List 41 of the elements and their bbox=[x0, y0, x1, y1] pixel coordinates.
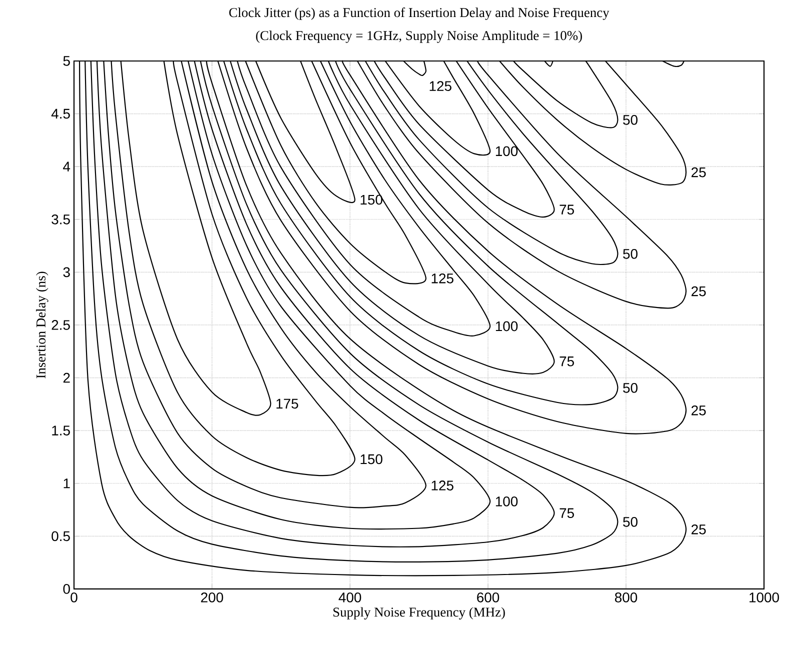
x-tick-label: 0 bbox=[70, 592, 78, 602]
y-tick-label: 2.5 bbox=[52, 320, 70, 330]
annotation: 75 bbox=[560, 204, 574, 215]
x-tick-label: 800 bbox=[614, 592, 638, 602]
annotation: 50 bbox=[623, 114, 638, 125]
x-tick-label: 1000 bbox=[750, 592, 779, 602]
y-axis-title: Insertion Delay (ns) bbox=[36, 272, 48, 378]
annotation: 125 bbox=[432, 480, 454, 490]
x-tick-label: 200 bbox=[201, 592, 224, 602]
annotation: 75 bbox=[560, 356, 574, 366]
y-tick-label: 4 bbox=[63, 162, 70, 172]
annotation: 25 bbox=[692, 405, 706, 416]
y-tick-label: 5 bbox=[63, 56, 70, 66]
annotation: 50 bbox=[623, 516, 638, 527]
annotation: 100 bbox=[496, 146, 518, 156]
annotation: 125 bbox=[430, 81, 452, 92]
y-tick-label: 0.5 bbox=[52, 531, 70, 542]
annotation: 150 bbox=[360, 454, 382, 464]
y-tick-label: 2 bbox=[63, 372, 70, 383]
annotation: 25 bbox=[692, 286, 706, 296]
annotation: 100 bbox=[496, 321, 518, 332]
annotation: 50 bbox=[623, 382, 638, 393]
annotation: 75 bbox=[560, 508, 574, 518]
annotation: 50 bbox=[623, 248, 638, 259]
y-tick-label: 1.5 bbox=[52, 426, 70, 436]
annotation: 125 bbox=[432, 273, 454, 284]
annotation: 25 bbox=[692, 524, 706, 534]
y-tick-label: 0 bbox=[63, 584, 70, 594]
x-tick-label: 400 bbox=[338, 592, 362, 602]
chart-subtitle: (Clock Frequency = 1GHz, Supply Noise Amplitude = 10%) bbox=[256, 30, 582, 43]
x-axis-title: Supply Noise Frequency (MHz) bbox=[333, 607, 505, 620]
y-tick-label: 1 bbox=[64, 478, 70, 488]
x-tick-label: 600 bbox=[477, 592, 500, 602]
annotation: 175 bbox=[276, 398, 298, 409]
y-tick-label: 3.5 bbox=[52, 214, 70, 224]
chart-title: Clock Jitter (ps) as a Function of Insertion Delay and Noise Frequency bbox=[229, 8, 610, 20]
y-tick-label: 3 bbox=[63, 267, 70, 278]
y-tick-label: 4.5 bbox=[51, 108, 70, 119]
annotation: 150 bbox=[360, 194, 382, 205]
annotation: 100 bbox=[496, 496, 518, 506]
annotation: 25 bbox=[692, 167, 706, 178]
